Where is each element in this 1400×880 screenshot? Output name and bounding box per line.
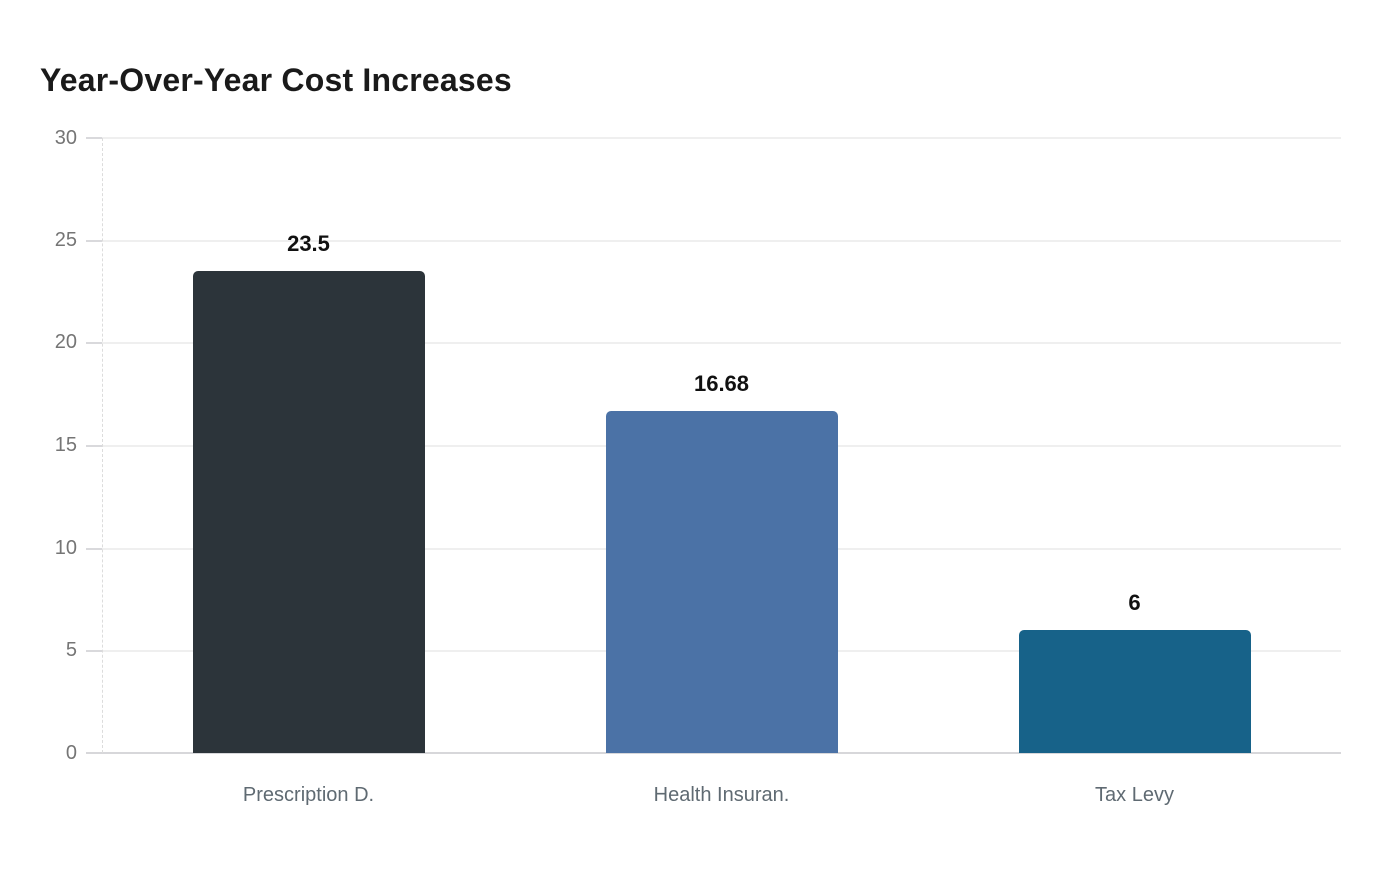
y-tick-label: 15 (54, 434, 77, 456)
y-tick-label: 10 (54, 537, 77, 559)
x-axis-label: Prescription D. (242, 784, 375, 806)
x-axis-baseline (86, 752, 1341, 754)
y-tick-label: 25 (54, 229, 77, 251)
bar-value-label: 23.5 (287, 231, 330, 257)
bar[interactable] (192, 271, 425, 753)
y-axis-tick (86, 240, 102, 242)
y-tick-label: 0 (65, 742, 77, 764)
y-tick-label: 30 (54, 127, 77, 149)
gridline (102, 240, 1341, 242)
gridline (102, 137, 1341, 139)
bar[interactable] (605, 411, 838, 753)
bar[interactable] (1018, 630, 1251, 753)
y-tick-label: 5 (65, 639, 77, 661)
x-axis-label: Health Insuran. (653, 784, 790, 806)
y-axis-line (102, 138, 103, 753)
y-axis-tick (86, 445, 102, 447)
chart-title: Year-Over-Year Cost Increases (40, 62, 512, 98)
bar-value-label: 16.68 (693, 371, 750, 397)
y-axis-tick (86, 137, 102, 139)
y-axis-tick (86, 342, 102, 344)
y-tick-label: 20 (54, 331, 77, 353)
gridline (102, 342, 1341, 344)
bar-value-label: 6 (1128, 590, 1141, 615)
y-axis-tick (86, 650, 102, 652)
y-axis-tick (86, 548, 102, 550)
x-axis-label: Tax Levy (1095, 784, 1174, 806)
